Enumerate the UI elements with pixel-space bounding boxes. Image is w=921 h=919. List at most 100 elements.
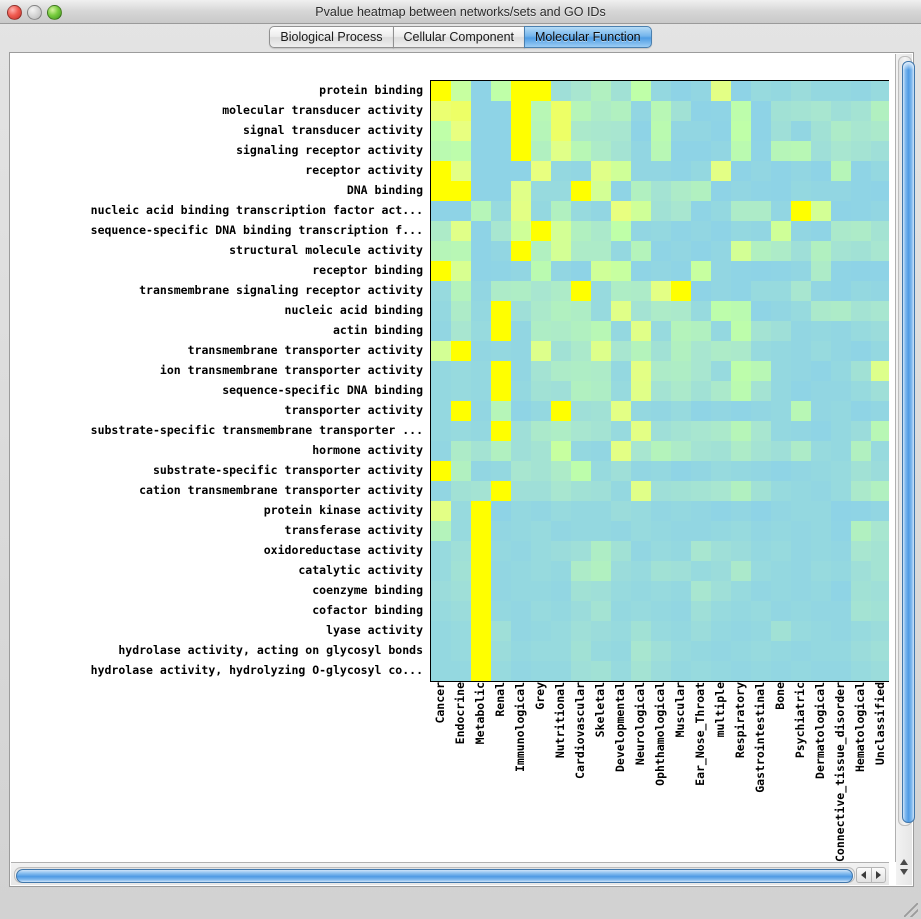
heatmap-cell[interactable]	[831, 101, 851, 121]
heatmap-cell[interactable]	[791, 581, 811, 601]
heatmap-cell[interactable]	[751, 321, 771, 341]
heatmap-cell[interactable]	[471, 481, 491, 501]
heatmap-cell[interactable]	[571, 441, 591, 461]
heatmap-cell[interactable]	[571, 401, 591, 421]
heatmap-cell[interactable]	[731, 521, 751, 541]
heatmap-cell[interactable]	[731, 321, 751, 341]
heatmap-cell[interactable]	[711, 101, 731, 121]
heatmap-cell[interactable]	[771, 321, 791, 341]
heatmap-cell[interactable]	[531, 261, 551, 281]
heatmap-cell[interactable]	[711, 601, 731, 621]
heatmap-cell[interactable]	[771, 261, 791, 281]
heatmap-cell[interactable]	[431, 301, 451, 321]
heatmap-cell[interactable]	[611, 101, 631, 121]
vertical-scroll-track[interactable]	[898, 56, 915, 826]
heatmap-cell[interactable]	[691, 401, 711, 421]
heatmap-cell[interactable]	[631, 501, 651, 521]
heatmap-cell[interactable]	[711, 561, 731, 581]
heatmap-cell[interactable]	[451, 581, 471, 601]
heatmap-cell[interactable]	[671, 261, 691, 281]
heatmap-cell[interactable]	[791, 161, 811, 181]
heatmap-cell[interactable]	[591, 161, 611, 181]
vertical-scroll-thumb[interactable]	[902, 61, 915, 823]
heatmap-cell[interactable]	[651, 101, 671, 121]
heatmap-cell[interactable]	[851, 301, 871, 321]
heatmap-cell[interactable]	[751, 641, 771, 661]
heatmap-cell[interactable]	[591, 601, 611, 621]
heatmap-cell[interactable]	[511, 581, 531, 601]
heatmap-cell[interactable]	[851, 641, 871, 661]
heatmap-cell[interactable]	[531, 561, 551, 581]
heatmap-cell[interactable]	[771, 161, 791, 181]
heatmap-cell[interactable]	[451, 481, 471, 501]
horizontal-scrollbar[interactable]	[11, 862, 889, 885]
heatmap-cell[interactable]	[511, 101, 531, 121]
heatmap-cell[interactable]	[471, 661, 491, 681]
heatmap-cell[interactable]	[811, 321, 831, 341]
heatmap-cell[interactable]	[731, 221, 751, 241]
heatmap-cell[interactable]	[731, 441, 751, 461]
heatmap-cell[interactable]	[451, 341, 471, 361]
heatmap-cell[interactable]	[831, 461, 851, 481]
heatmap-cell[interactable]	[691, 201, 711, 221]
heatmap-cell[interactable]	[571, 301, 591, 321]
heatmap-cell[interactable]	[711, 301, 731, 321]
heatmap-cell[interactable]	[651, 641, 671, 661]
heatmap-cell[interactable]	[811, 501, 831, 521]
heatmap-cell[interactable]	[471, 421, 491, 441]
heatmap-cell[interactable]	[471, 101, 491, 121]
heatmap-cell[interactable]	[451, 561, 471, 581]
heatmap-cell[interactable]	[511, 301, 531, 321]
heatmap-cell[interactable]	[751, 181, 771, 201]
heatmap-cell[interactable]	[551, 281, 571, 301]
heatmap-cell[interactable]	[611, 381, 631, 401]
heatmap-cell[interactable]	[611, 241, 631, 261]
heatmap-cell[interactable]	[631, 441, 651, 461]
heatmap-cell[interactable]	[571, 621, 591, 641]
heatmap-cell[interactable]	[731, 581, 751, 601]
heatmap-cell[interactable]	[611, 441, 631, 461]
heatmap-cell[interactable]	[851, 221, 871, 241]
heatmap-cell[interactable]	[551, 181, 571, 201]
heatmap-cell[interactable]	[811, 401, 831, 421]
heatmap-cell[interactable]	[511, 341, 531, 361]
heatmap-cell[interactable]	[431, 661, 451, 681]
heatmap-cell[interactable]	[531, 141, 551, 161]
heatmap-cell[interactable]	[631, 461, 651, 481]
heatmap-cell[interactable]	[531, 181, 551, 201]
heatmap-cell[interactable]	[611, 561, 631, 581]
heatmap-cell[interactable]	[451, 621, 471, 641]
heatmap-cell[interactable]	[571, 141, 591, 161]
heatmap-cell[interactable]	[451, 281, 471, 301]
heatmap-cell[interactable]	[571, 581, 591, 601]
heatmap-cell[interactable]	[831, 641, 851, 661]
heatmap-cell[interactable]	[511, 121, 531, 141]
heatmap-cell[interactable]	[471, 221, 491, 241]
heatmap-cell[interactable]	[571, 561, 591, 581]
minimize-button[interactable]	[27, 5, 42, 20]
heatmap-cell[interactable]	[751, 621, 771, 641]
heatmap-cell[interactable]	[471, 181, 491, 201]
heatmap-cell[interactable]	[571, 261, 591, 281]
heatmap-cell[interactable]	[811, 521, 831, 541]
heatmap-cell[interactable]	[631, 421, 651, 441]
heatmap-cell[interactable]	[731, 121, 751, 141]
heatmap-cell[interactable]	[451, 361, 471, 381]
heatmap-cell[interactable]	[511, 321, 531, 341]
heatmap-cell[interactable]	[791, 541, 811, 561]
heatmap-cell[interactable]	[471, 361, 491, 381]
heatmap-cell[interactable]	[691, 641, 711, 661]
heatmap-cell[interactable]	[671, 381, 691, 401]
heatmap-cell[interactable]	[671, 481, 691, 501]
tab-molecular-function[interactable]: Molecular Function	[524, 26, 652, 48]
heatmap-cell[interactable]	[671, 341, 691, 361]
heatmap-cell[interactable]	[571, 501, 591, 521]
heatmap-cell[interactable]	[711, 121, 731, 141]
heatmap-cell[interactable]	[431, 541, 451, 561]
heatmap-cell[interactable]	[491, 301, 511, 321]
heatmap-cell[interactable]	[531, 581, 551, 601]
heatmap-cell[interactable]	[871, 641, 889, 661]
heatmap-cell[interactable]	[591, 281, 611, 301]
heatmap-cell[interactable]	[851, 561, 871, 581]
heatmap-cell[interactable]	[671, 541, 691, 561]
